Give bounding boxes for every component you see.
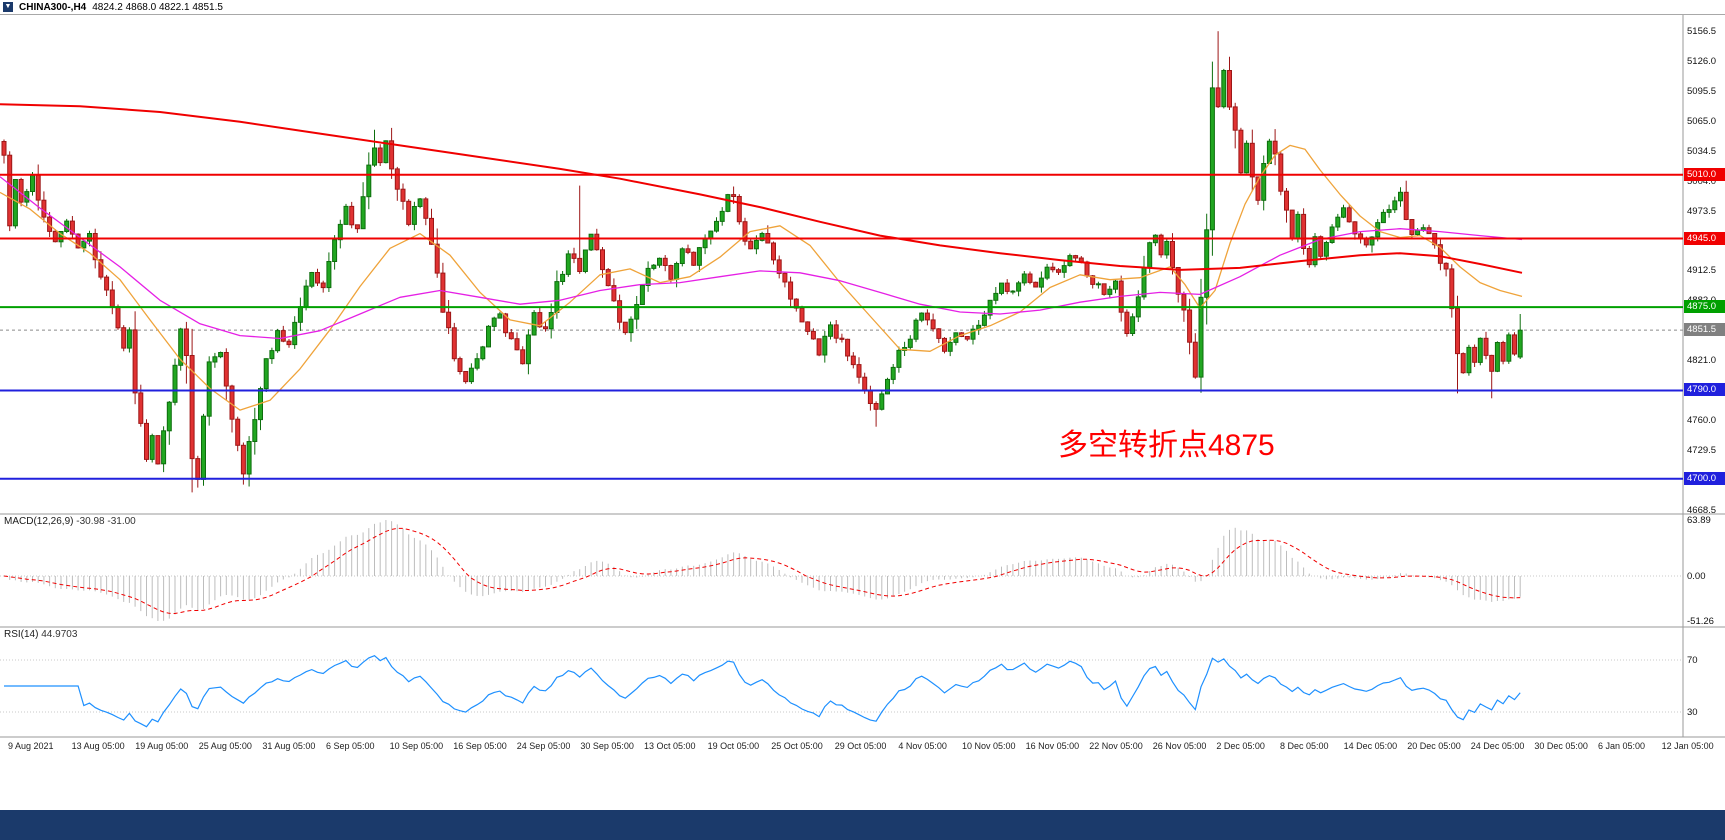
bottom-taskbar (0, 810, 1725, 840)
macd-histogram (9, 520, 1521, 621)
rsi-label-text: RSI(14) (4, 629, 39, 640)
macd-label-values: -30.98 -31.00 (76, 516, 136, 527)
macd-label-text: MACD(12,26,9) (4, 516, 74, 527)
ma-line-slow (0, 103, 1523, 274)
macd-indicator-label: MACD(12,26,9) -30.98 -31.00 (4, 516, 136, 527)
rsi-indicator-label: RSI(14) 44.9703 (4, 629, 77, 640)
chart-ohlc-values: 4824.2 4868.0 4822.1 4851.5 (92, 1, 223, 13)
chart-symbol-period: CHINA300-,H4 (19, 1, 87, 13)
macd-signal-line (3, 527, 1521, 615)
ma-line-medium (0, 176, 1523, 340)
rsi-label-value: 44.9703 (41, 629, 78, 640)
chart-titlebar: ▼ CHINA300-,H4 4824.2 4868.0 4822.1 4851… (0, 0, 1725, 15)
chart-annotation-text[interactable]: 多空转折点4875 (1058, 429, 1275, 462)
candles-layer (1, 31, 1523, 493)
chart-menu-icon[interactable]: ▼ (3, 2, 13, 12)
rsi-line (4, 655, 1521, 728)
